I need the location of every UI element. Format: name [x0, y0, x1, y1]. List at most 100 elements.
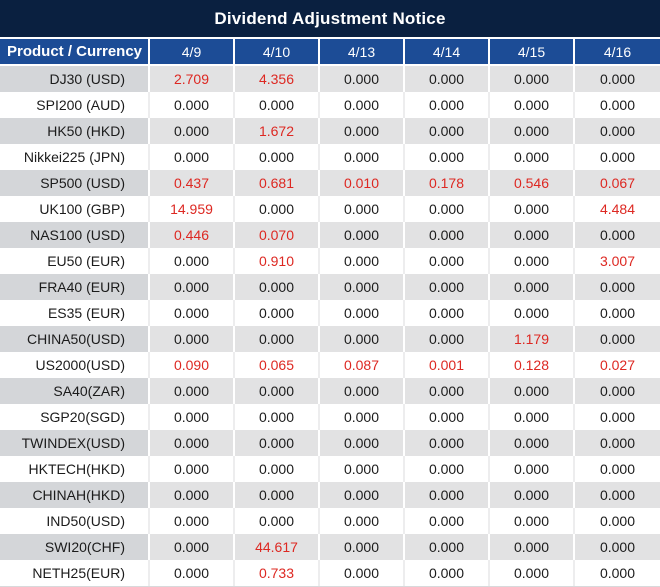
value-cell: 0.000 — [490, 118, 575, 144]
value-cell: 0.000 — [235, 508, 320, 534]
value-cell: 0.000 — [490, 92, 575, 118]
value-cell: 0.446 — [150, 222, 235, 248]
product-cell: SGP20(SGD) — [0, 404, 150, 430]
value-cell: 0.000 — [235, 92, 320, 118]
value-cell: 1.672 — [235, 118, 320, 144]
table-row: DJ30 (USD) 2.709 4.356 0.000 0.000 0.000 0.000 — [0, 66, 660, 92]
value-cell: 0.000 — [575, 66, 660, 92]
value-cell: 0.000 — [490, 196, 575, 222]
value-cell: 0.000 — [150, 118, 235, 144]
product-cell: ES35 (EUR) — [0, 300, 150, 326]
value-cell: 0.178 — [405, 170, 490, 196]
value-cell: 0.000 — [490, 144, 575, 170]
product-cell: HK50 (HKD) — [0, 118, 150, 144]
value-cell: 0.000 — [320, 560, 405, 586]
header-row: Product / Currency 4/9 4/10 4/13 4/14 4/… — [0, 37, 660, 66]
table-row: FRA40 (EUR) 0.000 0.000 0.000 0.000 0.000 0.00… — [0, 274, 660, 300]
column-header-date: 4/9 — [150, 37, 235, 66]
value-cell: 0.000 — [320, 456, 405, 482]
value-cell: 0.000 — [235, 456, 320, 482]
product-cell: US2000(USD) — [0, 352, 150, 378]
value-cell: 0.000 — [405, 508, 490, 534]
value-cell: 4.356 — [235, 66, 320, 92]
value-cell: 0.000 — [320, 196, 405, 222]
value-cell: 0.000 — [490, 404, 575, 430]
value-cell: 0.000 — [575, 508, 660, 534]
value-cell: 0.000 — [575, 404, 660, 430]
value-cell: 0.000 — [320, 404, 405, 430]
value-cell: 0.000 — [150, 326, 235, 352]
value-cell: 0.000 — [490, 534, 575, 560]
value-cell: 0.000 — [405, 378, 490, 404]
value-cell: 0.000 — [575, 92, 660, 118]
table-row: CHINA50(USD) 0.000 0.000 0.000 0.000 1.179 0.0… — [0, 326, 660, 352]
value-cell: 0.000 — [235, 482, 320, 508]
value-cell: 0.546 — [490, 170, 575, 196]
value-cell: 0.000 — [405, 118, 490, 144]
product-cell: NAS100 (USD) — [0, 222, 150, 248]
product-cell: TWINDEX(USD) — [0, 430, 150, 456]
value-cell: 2.709 — [150, 66, 235, 92]
value-cell: 0.910 — [235, 248, 320, 274]
table-row: ES35 (EUR) 0.000 0.000 0.000 0.000 0.000 0.000 — [0, 300, 660, 326]
value-cell: 0.000 — [575, 430, 660, 456]
value-cell: 0.010 — [320, 170, 405, 196]
value-cell: 1.179 — [490, 326, 575, 352]
value-cell: 0.000 — [575, 482, 660, 508]
value-cell: 0.000 — [235, 144, 320, 170]
value-cell: 0.070 — [235, 222, 320, 248]
table-body: DJ30 (USD) 2.709 4.356 0.000 0.000 0.000 0.000… — [0, 66, 660, 586]
column-header-date: 4/13 — [320, 37, 405, 66]
column-header-date: 4/10 — [235, 37, 320, 66]
product-cell: FRA40 (EUR) — [0, 274, 150, 300]
table-row: SA40(ZAR) 0.000 0.000 0.000 0.000 0.000 0.000 — [0, 378, 660, 404]
value-cell: 0.000 — [490, 456, 575, 482]
value-cell: 0.000 — [235, 274, 320, 300]
product-cell: SPI200 (AUD) — [0, 92, 150, 118]
value-cell: 0.000 — [320, 92, 405, 118]
value-cell: 0.000 — [405, 560, 490, 586]
value-cell: 0.000 — [150, 560, 235, 586]
value-cell: 0.000 — [405, 300, 490, 326]
product-cell: HKTECH(HKD) — [0, 456, 150, 482]
product-cell: Nikkei225 (JPN) — [0, 144, 150, 170]
value-cell: 0.000 — [320, 248, 405, 274]
product-cell: CHINA50(USD) — [0, 326, 150, 352]
table-row: CHINAH(HKD) 0.000 0.000 0.000 0.000 0.000 0.00… — [0, 482, 660, 508]
value-cell: 0.000 — [150, 430, 235, 456]
table-row: SPI200 (AUD) 0.000 0.000 0.000 0.000 0.000 0.0… — [0, 92, 660, 118]
value-cell: 0.437 — [150, 170, 235, 196]
dividend-table: Product / Currency 4/9 4/10 4/13 4/14 4/… — [0, 37, 660, 586]
table-row: SP500 (USD) 0.437 0.681 0.010 0.178 0.546 0.06… — [0, 170, 660, 196]
value-cell: 0.000 — [235, 300, 320, 326]
value-cell: 0.000 — [320, 274, 405, 300]
table-row: US2000(USD) 0.090 0.065 0.087 0.001 0.128 0.02… — [0, 352, 660, 378]
value-cell: 0.000 — [575, 274, 660, 300]
value-cell: 0.000 — [575, 378, 660, 404]
value-cell: 0.000 — [490, 482, 575, 508]
value-cell: 0.000 — [490, 66, 575, 92]
value-cell: 0.000 — [405, 326, 490, 352]
value-cell: 0.000 — [320, 66, 405, 92]
value-cell: 0.000 — [150, 274, 235, 300]
value-cell: 0.000 — [150, 248, 235, 274]
value-cell: 0.000 — [490, 378, 575, 404]
value-cell: 0.000 — [405, 430, 490, 456]
value-cell: 0.000 — [405, 222, 490, 248]
value-cell: 0.000 — [150, 144, 235, 170]
value-cell: 0.000 — [405, 534, 490, 560]
value-cell: 0.000 — [490, 248, 575, 274]
table-row: NETH25(EUR) 0.000 0.733 0.000 0.000 0.000 0.00… — [0, 560, 660, 586]
value-cell: 0.000 — [320, 144, 405, 170]
value-cell: 0.067 — [575, 170, 660, 196]
column-header-product-currency: Product / Currency — [0, 37, 150, 66]
product-cell: NETH25(EUR) — [0, 560, 150, 586]
table-row: IND50(USD) 0.000 0.000 0.000 0.000 0.000 0.000 — [0, 508, 660, 534]
value-cell: 0.090 — [150, 352, 235, 378]
product-cell: SP500 (USD) — [0, 170, 150, 196]
value-cell: 0.000 — [575, 300, 660, 326]
value-cell: 0.000 — [405, 274, 490, 300]
value-cell: 0.000 — [235, 430, 320, 456]
value-cell: 0.000 — [575, 456, 660, 482]
